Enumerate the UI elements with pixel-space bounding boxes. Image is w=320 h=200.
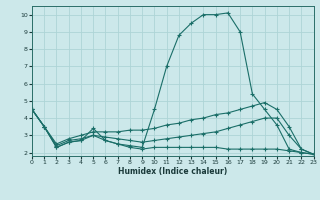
X-axis label: Humidex (Indice chaleur): Humidex (Indice chaleur) [118, 167, 228, 176]
